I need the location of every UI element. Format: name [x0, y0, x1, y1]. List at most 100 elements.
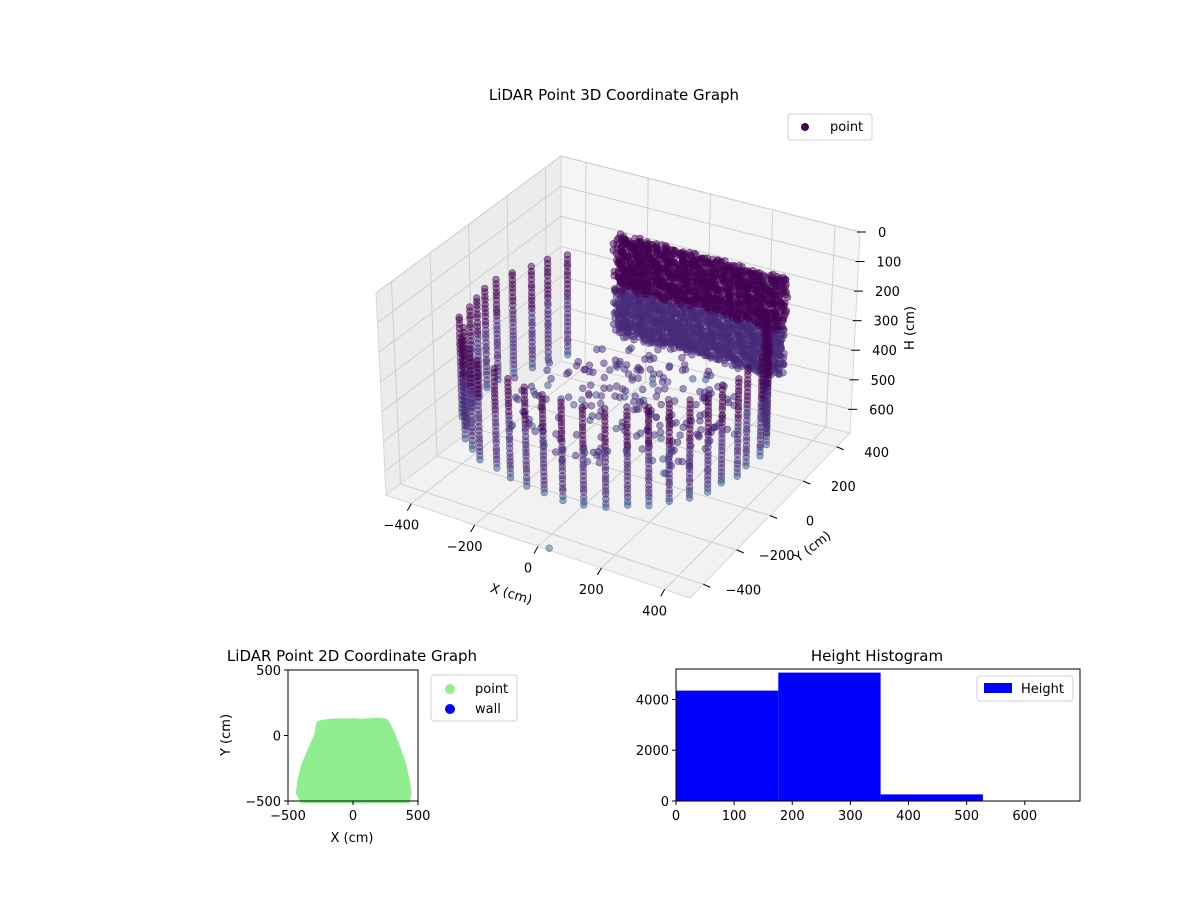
point-marker [696, 387, 704, 396]
chart-3d: LiDAR Point 3D Coordinate Graph −400 −200… [375, 86, 918, 619]
chart-3d-legend-marker [801, 123, 809, 131]
y-tick-label: 2000 [636, 744, 669, 759]
point-marker [768, 298, 777, 306]
point-marker [773, 303, 782, 311]
point-marker [563, 351, 572, 359]
point-marker [653, 273, 662, 281]
chart-2d-legend: point wall [430, 674, 518, 722]
chart-2d-ylabel: Y (cm) [219, 714, 234, 757]
point-marker [706, 371, 715, 380]
point-marker [671, 335, 680, 344]
x-tick-label: −500 [270, 809, 306, 824]
point-marker [666, 345, 675, 353]
point-marker [691, 340, 699, 349]
point-marker [631, 307, 640, 315]
chart-histogram-legend-frame [976, 675, 1074, 702]
z-tick-label: 600 [869, 403, 894, 418]
y-tick-label: −200 [759, 549, 795, 564]
point-marker [726, 283, 734, 292]
x-tick-label: 600 [1012, 809, 1037, 824]
point-marker [616, 320, 624, 328]
point-marker [733, 315, 741, 323]
point-marker [776, 360, 785, 368]
point-marker [663, 290, 672, 298]
point-marker [692, 278, 700, 286]
y-tick-label: 0 [806, 515, 814, 530]
point-marker [779, 276, 788, 285]
point-marker [594, 412, 603, 420]
point-marker [678, 338, 687, 346]
y-tick [836, 446, 844, 451]
point-marker [581, 365, 589, 374]
point-marker [738, 346, 746, 354]
point-marker [627, 239, 635, 247]
point-marker [714, 314, 722, 322]
x-tick-label: 0 [524, 562, 532, 577]
point-marker [665, 265, 673, 273]
point-marker [635, 281, 643, 289]
point-marker [640, 270, 648, 278]
point-marker [570, 401, 578, 409]
point-marker [705, 332, 714, 341]
z-tick-label: 100 [877, 256, 902, 271]
point-marker [645, 351, 653, 360]
y-tick-label: 200 [831, 480, 856, 495]
chart-3d-legend-label: point [830, 120, 863, 135]
y-tick-label: −400 [725, 583, 761, 598]
point-marker [746, 351, 754, 359]
point-marker [649, 258, 657, 266]
point-marker [658, 322, 667, 330]
point-marker [682, 253, 691, 261]
point-marker [697, 324, 705, 333]
point-marker [476, 456, 484, 464]
point-marker [571, 451, 580, 460]
chart-histogram-legend-label: Height [1021, 682, 1064, 697]
point-marker [589, 448, 598, 456]
point-marker [724, 398, 733, 407]
point-marker [619, 309, 627, 317]
point-marker [771, 365, 780, 373]
point-marker [703, 488, 712, 496]
point-marker [727, 311, 736, 319]
point-marker [656, 421, 664, 430]
point-marker [657, 434, 665, 442]
point-marker [690, 267, 698, 276]
y-tick-label: 0 [661, 795, 669, 810]
point-marker [711, 305, 720, 313]
point-marker [677, 312, 685, 320]
point-marker [654, 346, 662, 354]
x-tick-label: 0 [672, 809, 680, 824]
point-marker [638, 385, 647, 394]
point-marker [619, 279, 628, 288]
point-marker [775, 282, 783, 290]
point-marker [694, 431, 703, 439]
point-marker [729, 272, 738, 281]
point-marker [708, 327, 717, 335]
point-marker [730, 356, 738, 365]
point-marker [621, 257, 629, 265]
x-tick-label: 400 [896, 809, 921, 824]
point-marker [668, 316, 677, 324]
point-marker [756, 285, 765, 293]
point-marker [564, 393, 573, 401]
point-marker [767, 276, 775, 285]
point-marker [706, 319, 715, 328]
point-marker [597, 392, 606, 400]
point-marker [655, 370, 664, 378]
y-tick-label: 0 [273, 730, 281, 745]
x-tick-label: 300 [838, 809, 863, 824]
point-marker [743, 323, 752, 331]
chart-2d-xlabel: X (cm) [331, 831, 374, 846]
point-marker [679, 385, 687, 393]
grid-line [560, 185, 859, 263]
point-marker [689, 295, 698, 303]
point-marker [559, 496, 567, 505]
point-marker [688, 310, 697, 318]
point-marker [628, 320, 636, 328]
point-marker [630, 273, 638, 282]
point-marker [600, 373, 608, 382]
y-tick-label: 400 [864, 446, 889, 461]
chart-3d-legend: point [787, 113, 873, 141]
x-tick [660, 589, 666, 597]
grid-line [506, 195, 511, 401]
